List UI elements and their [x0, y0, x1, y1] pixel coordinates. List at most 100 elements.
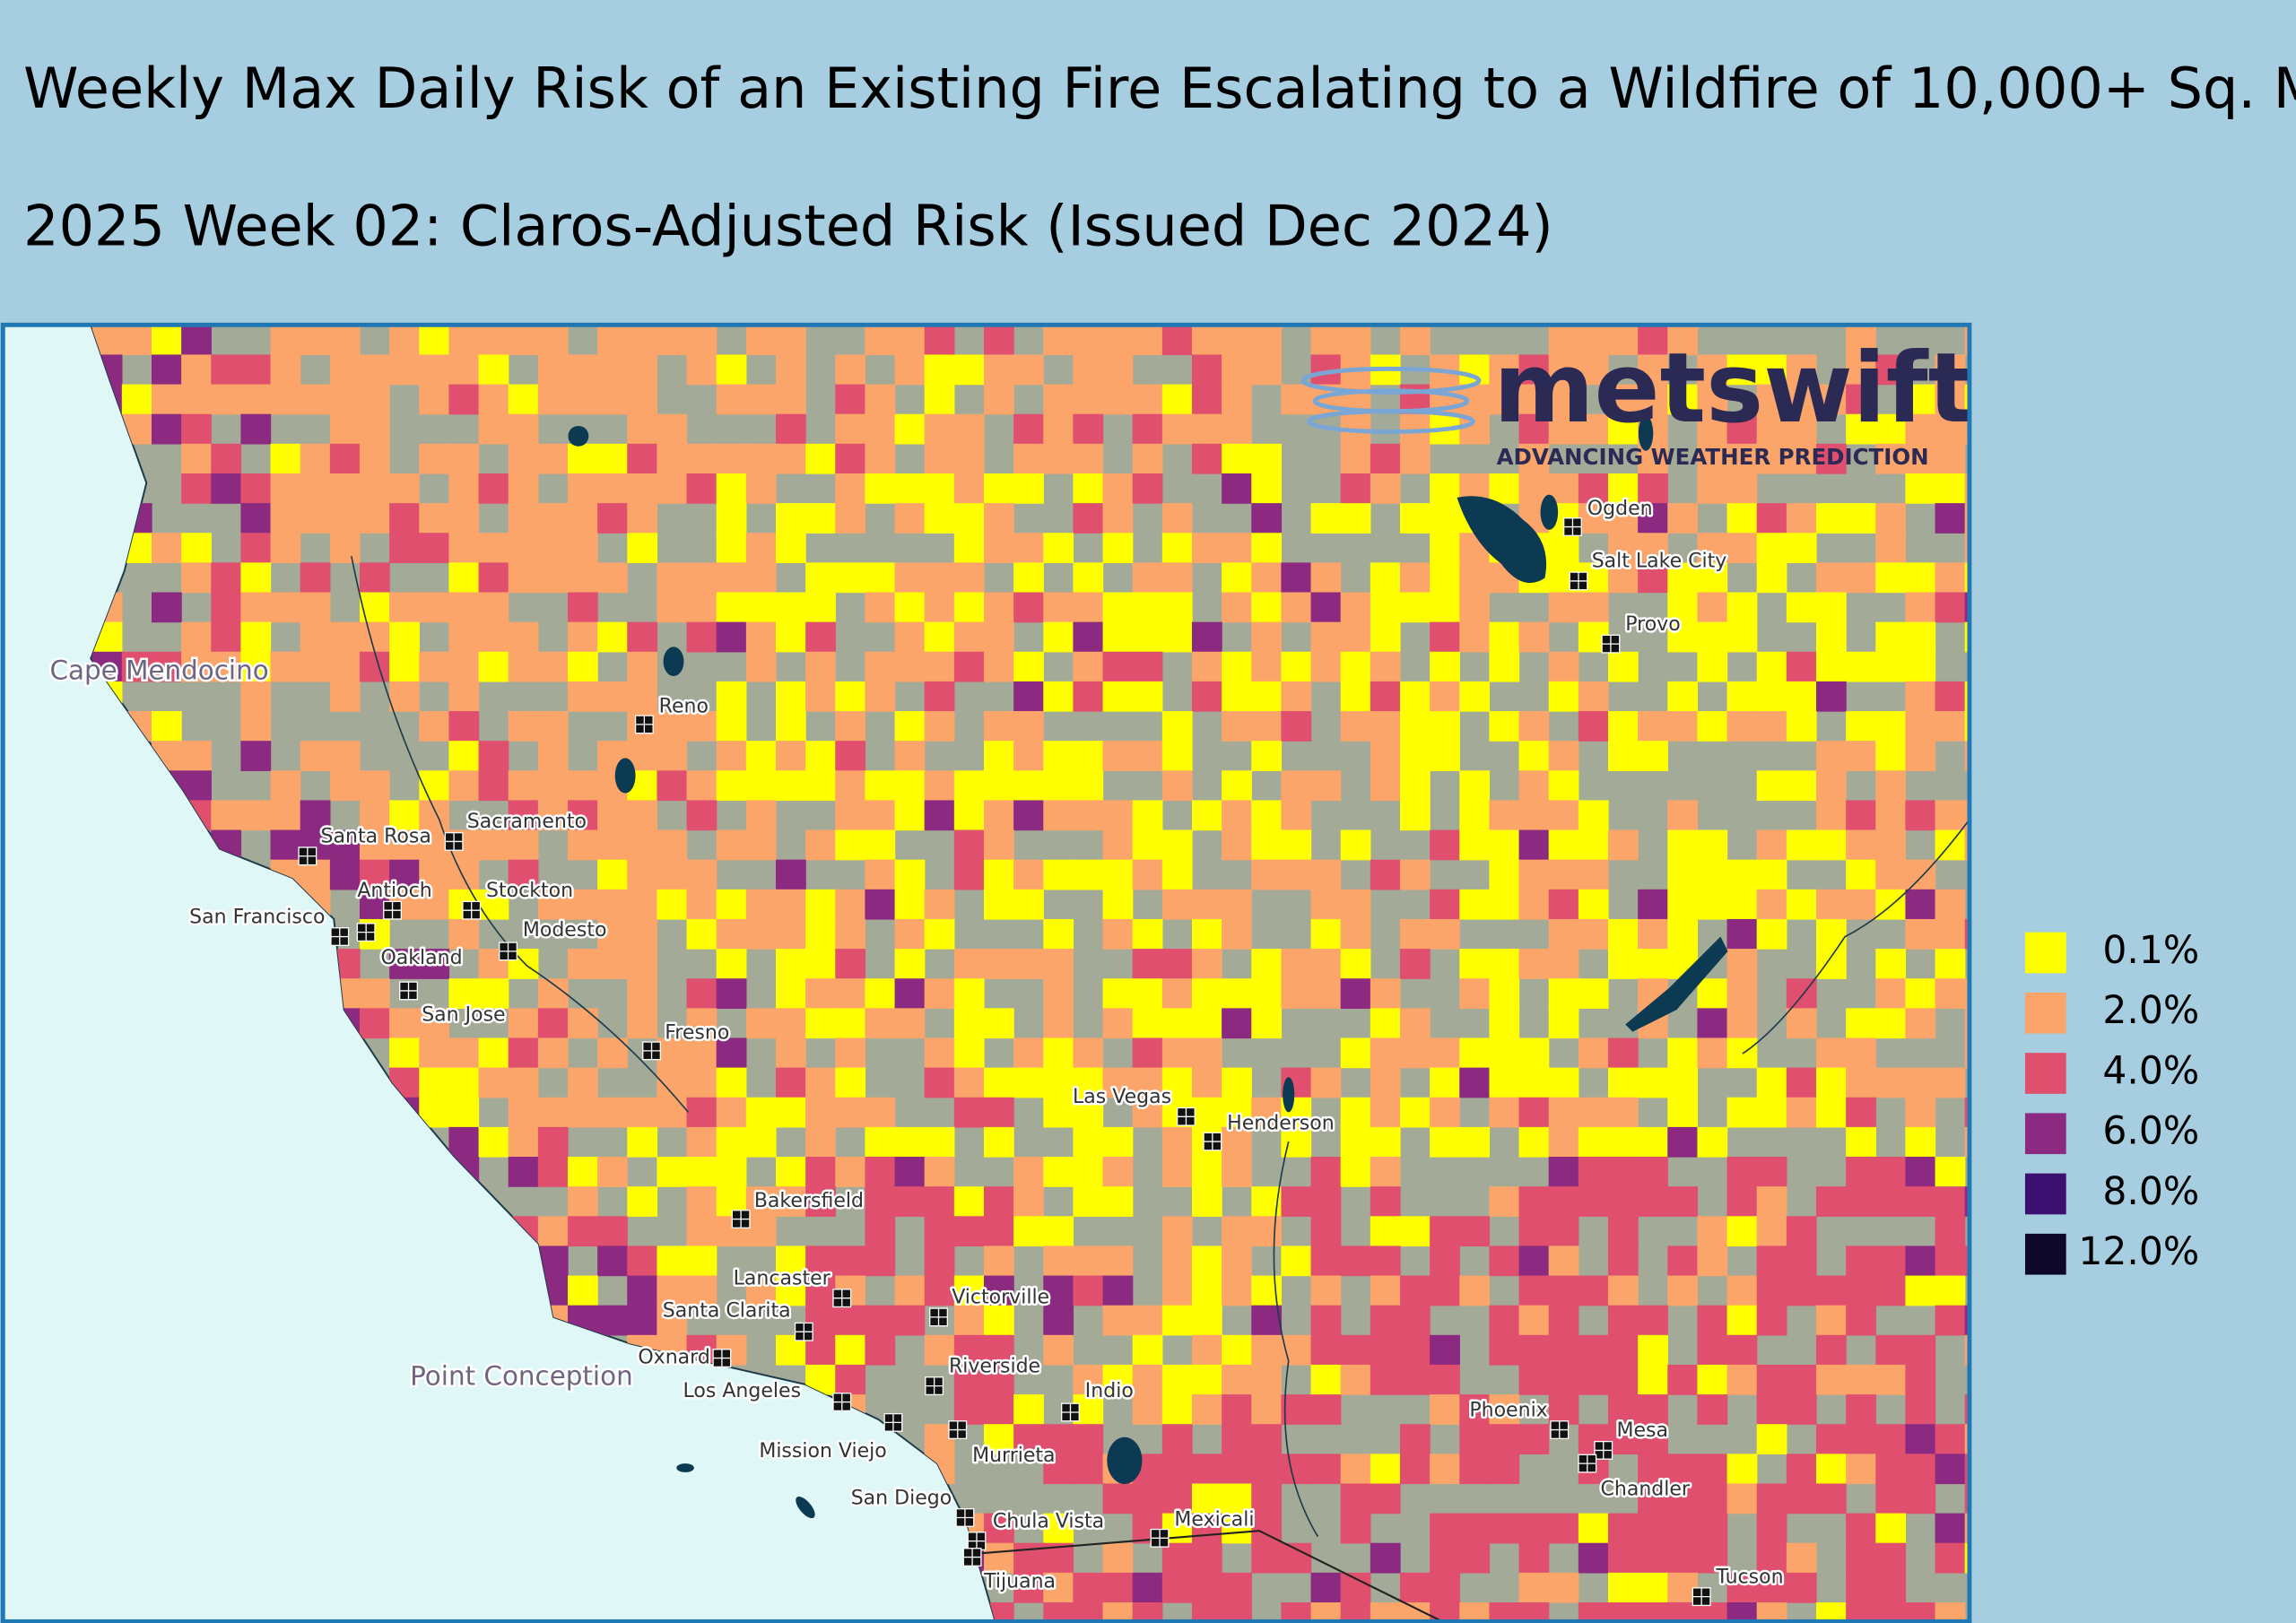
risk-cell — [359, 503, 390, 534]
risk-cell — [300, 741, 331, 771]
risk-cell — [1370, 1483, 1401, 1515]
risk-cell — [686, 473, 718, 504]
risk-cell — [1013, 1157, 1044, 1187]
risk-cell — [1251, 1454, 1283, 1485]
risk-cell — [300, 562, 331, 594]
risk-cell — [1935, 1454, 1966, 1485]
risk-cell — [1638, 1424, 1668, 1454]
risk-cell — [953, 829, 985, 861]
risk-cell — [1607, 829, 1639, 861]
city-marker — [962, 1548, 982, 1567]
risk-cell — [1340, 1126, 1371, 1158]
risk-cell — [448, 770, 480, 802]
risk-cell — [1667, 800, 1699, 831]
risk-cell — [1102, 1245, 1134, 1277]
risk-cell — [1281, 592, 1312, 623]
risk-cell — [1607, 1364, 1639, 1395]
risk-cell — [627, 503, 658, 534]
risk-cell — [478, 829, 509, 861]
risk-cell — [1191, 949, 1222, 979]
risk-cell — [1251, 473, 1283, 504]
risk-cell — [1430, 592, 1460, 623]
risk-cell — [1607, 741, 1639, 771]
risk-cell — [1786, 503, 1817, 534]
risk-cell — [745, 829, 777, 861]
risk-cell — [537, 503, 569, 534]
risk-cell — [478, 354, 509, 386]
risk-cell — [151, 711, 182, 742]
risk-cell — [151, 651, 182, 682]
risk-cell — [1102, 651, 1134, 682]
risk-cell — [805, 1067, 836, 1098]
risk-cell — [1548, 1305, 1579, 1336]
risk-cell — [389, 681, 420, 712]
risk-cell — [181, 413, 212, 445]
risk-cell — [1638, 384, 1668, 415]
risk-cell — [1310, 1601, 1342, 1622]
city-marker — [1550, 1420, 1570, 1440]
risk-cell — [1548, 651, 1579, 682]
risk-cell — [329, 770, 361, 802]
risk-cell — [419, 949, 450, 979]
risk-cell — [686, 1186, 718, 1217]
risk-cell — [1489, 978, 1520, 1010]
risk-cell — [1222, 1245, 1252, 1277]
risk-cell — [567, 443, 598, 474]
risk-cell — [745, 1008, 777, 1039]
city-marker — [330, 927, 350, 946]
risk-cell — [686, 978, 718, 1010]
risk-cell — [865, 384, 896, 415]
risk-cell — [1875, 443, 1907, 474]
risk-cell — [211, 562, 242, 594]
risk-cell — [1548, 1245, 1579, 1277]
risk-cell — [1905, 889, 1936, 920]
subtitle: 2025 Week 02: Claros-Adjusted Risk (Issu… — [23, 193, 1553, 258]
risk-cell — [181, 354, 212, 386]
risk-cell — [686, 1067, 718, 1098]
risk-cell — [1726, 413, 1758, 445]
risk-cell — [716, 978, 747, 1010]
risk-cell — [627, 889, 658, 920]
risk-cell — [1132, 1601, 1163, 1622]
risk-cell — [597, 354, 628, 386]
risk-cell — [1489, 651, 1520, 682]
risk-cell — [953, 562, 985, 594]
risk-cell — [745, 800, 777, 831]
risk-cell — [894, 1275, 926, 1306]
legend-label: 0.1% — [2102, 929, 2199, 973]
risk-cell — [597, 829, 628, 861]
risk-cell — [1578, 859, 1609, 890]
risk-cell — [924, 325, 955, 356]
risk-cell — [1905, 1364, 1936, 1395]
risk-cell — [1370, 1157, 1401, 1187]
risk-cell — [1399, 1037, 1431, 1069]
risk-cell — [1756, 1275, 1787, 1306]
risk-cell — [567, 829, 598, 861]
city-marker — [1601, 634, 1621, 654]
risk-cell — [1726, 473, 1758, 504]
city-label: Murrieta — [972, 1445, 1055, 1467]
risk-cell — [1073, 770, 1104, 802]
risk-cell — [1251, 592, 1283, 623]
risk-cell — [1667, 681, 1699, 712]
risk-cell — [1191, 1454, 1222, 1485]
risk-cell — [1013, 711, 1044, 742]
risk-cell — [181, 473, 212, 504]
risk-cell — [1518, 829, 1550, 861]
risk-cell — [983, 859, 1014, 890]
risk-cell — [1756, 889, 1787, 920]
risk-cell — [1251, 681, 1283, 712]
risk-cell — [1548, 741, 1579, 771]
risk-cell — [1726, 859, 1758, 890]
risk-cell — [1281, 949, 1312, 979]
risk-cell — [745, 1097, 777, 1128]
risk-cell — [924, 1245, 955, 1277]
risk-cell — [329, 443, 361, 474]
risk-cell — [953, 503, 985, 534]
risk-cell — [270, 384, 301, 415]
risk-cell — [686, 354, 718, 386]
risk-cell — [1161, 770, 1193, 802]
risk-cell — [686, 800, 718, 831]
risk-cell — [1667, 1245, 1699, 1277]
risk-cell — [745, 1275, 777, 1306]
